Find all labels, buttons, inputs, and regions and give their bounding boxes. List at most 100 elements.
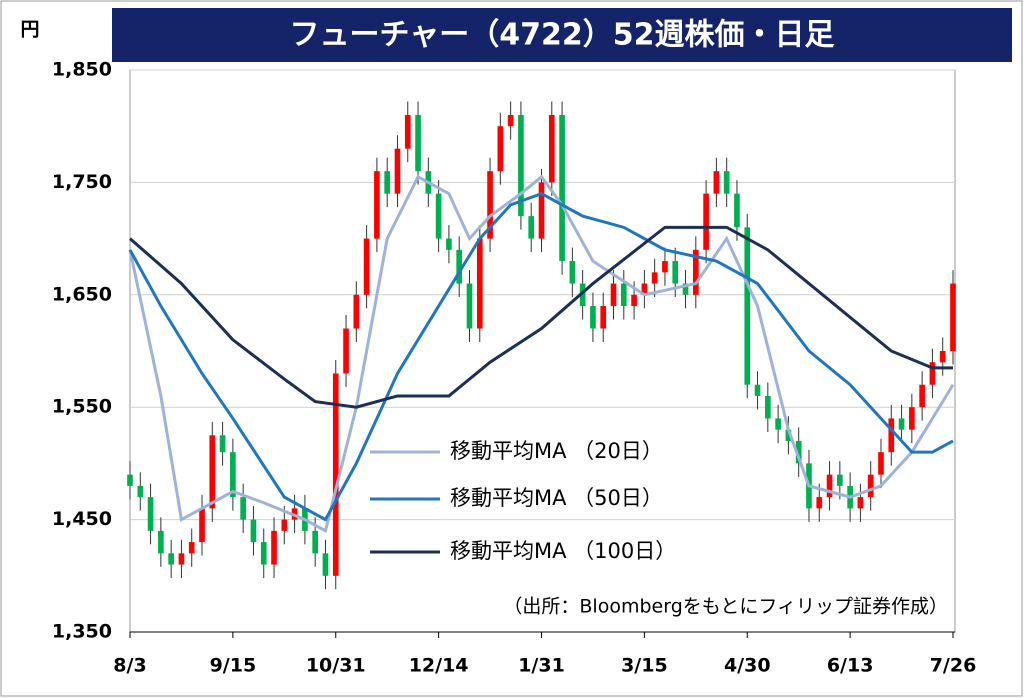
candle-body: [219, 435, 226, 453]
source: （出所：Bloombergをもとにフィリップ証券作成）: [503, 596, 948, 618]
candle-body: [610, 283, 617, 307]
candle-body: [641, 283, 648, 295]
candle-body: [158, 530, 164, 554]
candle-body: [497, 126, 504, 172]
ma-line: [128, 191, 954, 522]
candle-body: [374, 171, 380, 239]
candle-body: [137, 485, 144, 498]
candle-body: [507, 114, 514, 127]
candle-body: [446, 238, 452, 250]
candle-body: [929, 362, 936, 385]
candle-body: [775, 418, 781, 430]
candle-body: [178, 553, 185, 565]
candle-body: [240, 497, 246, 520]
candle-body: [559, 114, 565, 262]
candle-body: [363, 238, 370, 295]
candle-body: [188, 542, 195, 554]
candle-body: [147, 497, 154, 531]
candle-body: [754, 384, 761, 396]
candle-body: [682, 283, 689, 295]
candle-body: [168, 553, 174, 565]
candle-body: [394, 148, 401, 194]
y-tick-label: 1,850: [52, 59, 112, 81]
candle-body: [312, 530, 319, 554]
candle-body: [476, 238, 483, 329]
candle-body: [404, 114, 411, 149]
candle-body: [764, 395, 771, 419]
candle-body: [528, 216, 535, 239]
y-tick-label: 1,350: [52, 621, 112, 643]
candle-body: [456, 249, 463, 284]
candle-body: [867, 474, 874, 498]
candle-body: [857, 497, 864, 509]
candle-body: [631, 294, 637, 307]
candle-body: [878, 452, 884, 475]
x-tick-label: 4/30: [724, 655, 771, 677]
candle-body: [353, 294, 360, 329]
candle-body: [734, 193, 740, 228]
y-unit: 円: [20, 19, 39, 41]
candle-body: [909, 407, 915, 430]
candle-body: [713, 171, 720, 194]
y-tick-label: 1,750: [52, 171, 112, 193]
candle-body: [271, 530, 277, 565]
x-tick-label: 1/31: [518, 655, 565, 677]
candle-body: [415, 114, 421, 172]
y-tick-label: 1,550: [52, 396, 112, 418]
candle-body: [816, 497, 823, 509]
candle-body: [785, 429, 792, 441]
candle-body: [250, 519, 257, 543]
x-tick-label: 8/3: [113, 655, 146, 677]
candle-body: [487, 171, 493, 239]
title-banner: [112, 8, 1012, 62]
x-tick-label: 3/15: [621, 655, 668, 677]
candle-body: [795, 440, 802, 464]
candle-body: [620, 283, 627, 307]
candle-body: [466, 283, 473, 329]
candle-body: [744, 227, 751, 385]
candle-body: [569, 261, 576, 284]
candle-body: [919, 384, 925, 408]
legend-label: 移動平均MA （50日）: [450, 486, 663, 510]
legend-label: 移動平均MA （20日）: [450, 439, 663, 463]
x-tick-label: 10/31: [306, 655, 366, 677]
candle-body: [384, 171, 391, 194]
y-tick-label: 1,450: [52, 508, 112, 530]
candle-body: [826, 474, 833, 498]
candle-body: [837, 474, 843, 486]
candle-body: [723, 171, 730, 194]
candle-body: [260, 542, 267, 565]
candle-body: [548, 114, 555, 183]
ma-line: [129, 225, 953, 409]
candle-body: [538, 182, 545, 239]
x-tick-label: 6/13: [827, 655, 874, 677]
candle-body: [127, 474, 133, 486]
ma-line: [128, 174, 955, 534]
candle-body: [230, 452, 236, 498]
candle-body: [199, 508, 205, 543]
candle-body: [692, 249, 699, 295]
x-tick-label: 9/15: [210, 655, 257, 677]
candle-body: [950, 283, 956, 351]
candle-body: [600, 306, 607, 329]
candle-body: [332, 373, 339, 576]
candle-body: [579, 283, 586, 307]
y-tick-label: 1,650: [52, 283, 112, 305]
chart-title: フューチャー（4722）52週株価・日足: [290, 18, 835, 53]
candle-body: [672, 261, 679, 284]
candle-body: [651, 272, 658, 284]
candle-body: [343, 328, 349, 374]
candle-body: [939, 351, 946, 363]
candle-body: [662, 261, 668, 273]
candle-body: [703, 193, 709, 250]
candle-body: [518, 114, 524, 217]
candle-body: [281, 519, 288, 531]
candle-body: [590, 306, 596, 329]
source-bg: [350, 590, 950, 624]
candle-body: [435, 193, 442, 239]
candle-body: [888, 418, 895, 453]
x-tick-label: 12/14: [409, 655, 469, 677]
candle-body: [322, 553, 329, 576]
candle-body: [209, 435, 216, 509]
